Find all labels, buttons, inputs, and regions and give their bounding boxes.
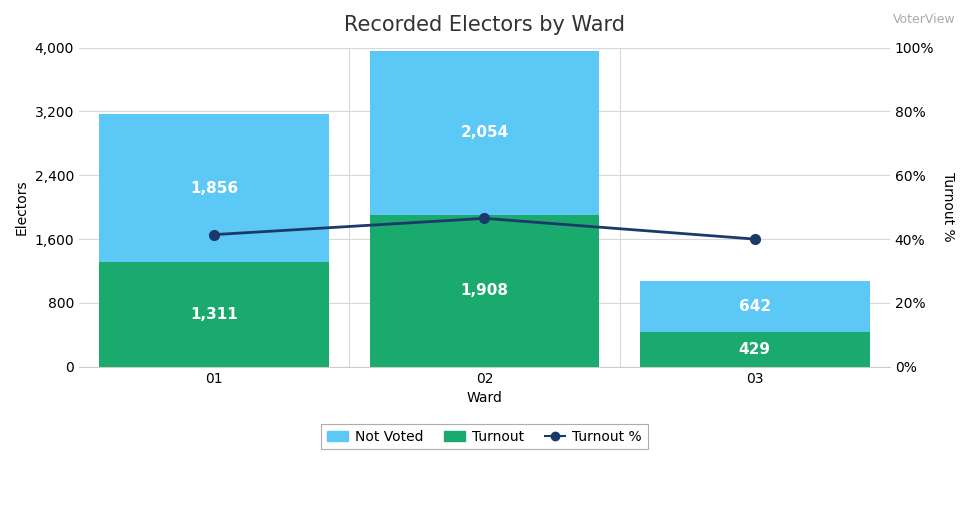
Title: Recorded Electors by Ward: Recorded Electors by Ward	[344, 15, 624, 35]
Bar	[99, 114, 328, 262]
Bar	[369, 51, 599, 214]
Legend: Not Voted, Turnout, Turnout %: Not Voted, Turnout, Turnout %	[321, 424, 647, 449]
Text: 1,856: 1,856	[190, 181, 238, 196]
Bar	[99, 262, 328, 367]
Bar	[640, 281, 868, 332]
Text: 1,311: 1,311	[190, 307, 237, 322]
Bar	[640, 332, 868, 367]
Y-axis label: Turnout %: Turnout %	[940, 172, 954, 242]
Bar	[369, 214, 599, 367]
Text: 642: 642	[737, 300, 770, 314]
X-axis label: Ward: Ward	[466, 391, 502, 405]
Text: VoterView: VoterView	[891, 13, 954, 26]
Text: 1,908: 1,908	[460, 283, 508, 298]
Text: 2,054: 2,054	[460, 125, 508, 140]
Y-axis label: Electors: Electors	[15, 179, 29, 235]
Text: 429: 429	[738, 342, 770, 357]
